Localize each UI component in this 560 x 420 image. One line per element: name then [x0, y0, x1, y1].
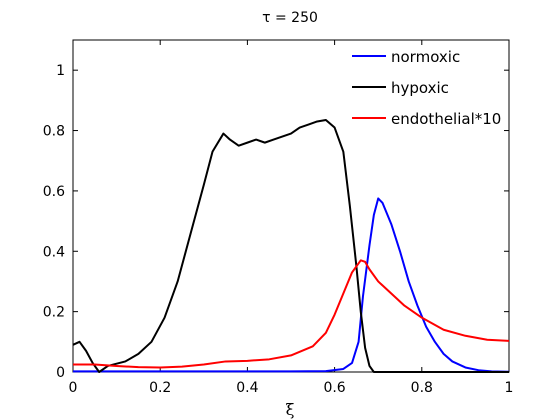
- x-tick-label: 0.8: [411, 380, 433, 396]
- legend: normoxic hypoxic endothelial*10: [352, 48, 501, 128]
- plot-area: 0 0.2 0.4 0.6 0.8 1 0 0.2 0.4 0.6 0.8 1: [43, 39, 514, 396]
- chart-title: τ = 250: [262, 10, 318, 26]
- y-tick-label: 0.6: [43, 184, 65, 200]
- x-axis-label: ξ: [286, 400, 295, 419]
- series-line-endothelial-10: [73, 259, 510, 369]
- x-tick-label: 1: [505, 380, 514, 396]
- y-tick-label: 1: [56, 63, 65, 79]
- y-tick-label: 0.4: [43, 244, 65, 260]
- series-line-normoxic: [73, 197, 510, 373]
- y-tick-label: 0.2: [43, 305, 65, 321]
- legend-label-normoxic: normoxic: [391, 48, 460, 66]
- series-line-hypoxic: [72, 118, 509, 373]
- x-tick-label: 0.6: [323, 380, 345, 396]
- legend-label-endothelial-10: endothelial*10: [391, 110, 501, 128]
- y-tick-label: 0: [56, 365, 65, 381]
- x-tick-label: 0.4: [236, 380, 258, 396]
- x-tick-label: 0.2: [149, 380, 171, 396]
- x-tick-label: 0: [69, 380, 78, 396]
- legend-label-hypoxic: hypoxic: [391, 79, 449, 97]
- y-tick-label: 0.8: [43, 124, 65, 140]
